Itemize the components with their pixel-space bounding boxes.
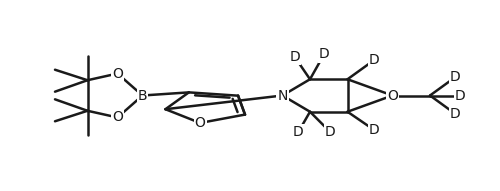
Text: B: B [138,88,147,103]
Text: D: D [454,88,466,103]
Text: D: D [324,125,336,139]
Text: D: D [293,125,304,139]
Text: D: D [318,47,330,62]
Text: D: D [368,53,380,67]
Text: O: O [194,116,205,130]
Text: N: N [278,88,287,103]
Text: D: D [450,70,460,84]
Text: D: D [450,107,460,121]
Text: O: O [112,66,123,81]
Text: D: D [368,123,380,137]
Text: O: O [387,88,398,103]
Text: O: O [112,110,123,125]
Text: D: D [290,50,300,64]
